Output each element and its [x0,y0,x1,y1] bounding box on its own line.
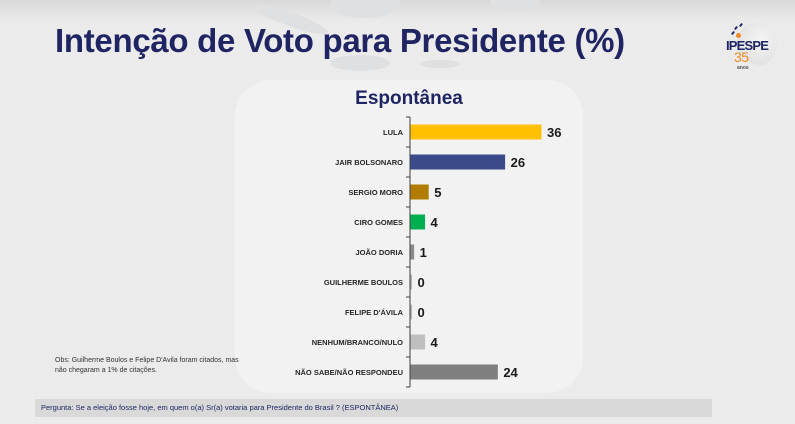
top-shade [0,0,795,22]
observation-note: Obs: Guilherme Boulos e Felipe D'Avila f… [55,357,239,374]
bar-6 [410,304,412,320]
bar-2 [410,184,429,200]
bar-8 [410,364,498,380]
category-label: NENHUM/BRANCO/NULO [312,338,403,347]
background-decoration [330,0,400,18]
category-label: SERGIO MORO [348,188,403,197]
category-label: GUILHERME BOULOS [324,278,403,287]
category-label: CIRO GOMES [354,218,403,227]
category-label: JOÃO DORIA [355,248,403,257]
bar-1 [410,154,506,170]
logo-number: 35 [734,49,749,65]
data-label: 5 [434,185,441,200]
chart-panel: Espontânea LULA 36 JAIR BOLSONARO 26 SERGIO … [235,80,583,393]
category-label: FELIPE D'ÁVILA [345,308,404,317]
background-decoration [420,60,460,68]
logo-mark-icon [733,25,739,31]
category-label: JAIR BOLSONARO [335,158,403,167]
bar-chart: LULA 36 JAIR BOLSONARO 26 SERGIO MORO 5 CIRO G… [295,116,561,388]
data-label: 4 [431,215,439,230]
data-label: 1 [420,245,427,260]
bar-3 [410,214,426,230]
bar-5 [410,274,412,290]
question-footer: Pergunta: Se a eleição fosse hoje, em qu… [35,399,712,417]
page-title: Intenção de Voto para Presidente (%) [55,22,625,59]
data-label: 36 [547,125,561,140]
globe-icon [737,22,777,66]
logo-mark-icon [738,22,744,28]
background-decoration [490,0,540,12]
ipespe-logo: IPESPE 35 anos [725,18,777,78]
bar-7 [410,334,426,350]
bar-4 [410,244,415,260]
chart-title: Espontânea [355,88,463,109]
data-label: 0 [418,305,425,320]
category-label: LULA [383,128,404,137]
logo-mark-icon [730,30,736,36]
data-label: 24 [503,365,518,380]
category-label: NÃO SABE/NÃO RESPONDEU [295,368,403,377]
logo-sub: anos [737,65,749,71]
logo-name: IPESPE [726,38,769,53]
bar-0 [410,124,542,140]
background-decoration [330,55,390,71]
logo-dot-icon [736,33,741,38]
data-label: 4 [431,335,439,350]
data-label: 26 [511,155,525,170]
data-label: 0 [418,275,425,290]
